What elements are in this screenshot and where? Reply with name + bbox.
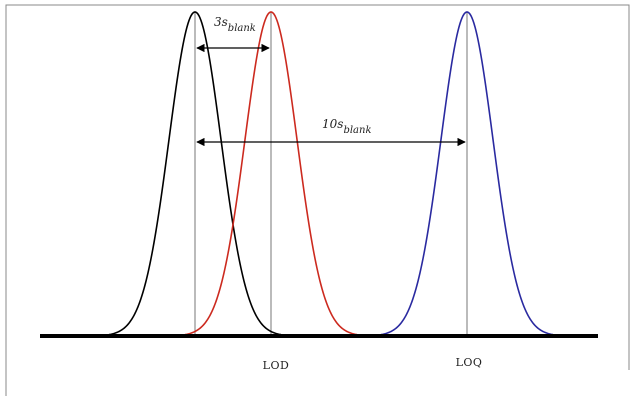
label-3s-blank: 3sblank (214, 15, 256, 34)
frame-border (5, 4, 630, 396)
label-10s-blank: 10sblank (322, 117, 372, 136)
loq-distribution-curve (362, 11, 572, 337)
blank-distribution-curve (90, 11, 300, 337)
lod-distribution-curve (166, 11, 376, 337)
loq-label: LOQ (456, 356, 483, 369)
lod-label: LOD (263, 359, 290, 372)
